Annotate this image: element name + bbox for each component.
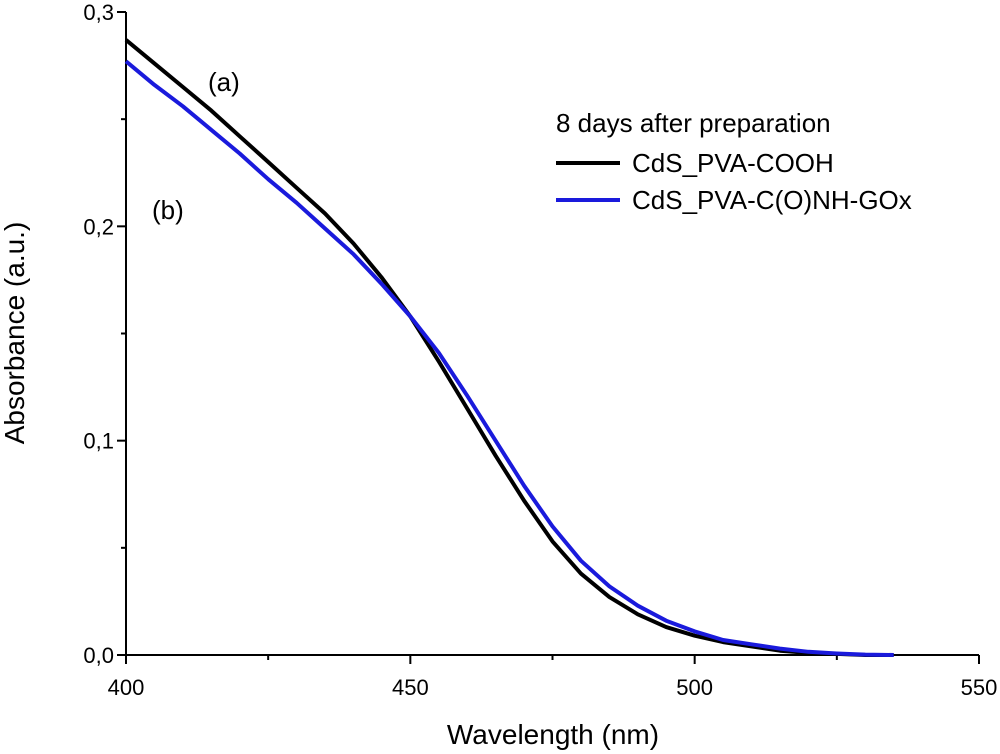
legend-title: 8 days after preparation <box>556 108 831 138</box>
y-tick-label-0: 0,0 <box>83 643 114 668</box>
y-axis-title: Absorbance (a.u.) <box>0 222 30 445</box>
series-line-0 <box>124 38 894 657</box>
series-line-1 <box>124 59 894 657</box>
legend-label-0: CdS_PVA-COOH <box>632 148 834 178</box>
x-tick-label-400: 400 <box>108 675 145 700</box>
y-tick-label-3: 0,3 <box>83 0 114 25</box>
legend-label-1: CdS_PVA-C(O)NH-GOx <box>632 185 912 215</box>
x-tick-label-450: 450 <box>392 675 429 700</box>
x-tick-label-500: 500 <box>676 675 713 700</box>
axes: 400 450 500 550 0,0 0,1 0,2 0,3 <box>83 0 997 700</box>
x-axis-title: Wavelength (nm) <box>447 719 659 750</box>
y-tick-label-2: 0,2 <box>83 214 114 239</box>
annotation-a: (a) <box>208 67 240 97</box>
series-layer <box>124 38 894 657</box>
y-tick-label-1: 0,1 <box>83 429 114 454</box>
annotation-b: (b) <box>152 195 184 225</box>
x-tick-label-550: 550 <box>961 675 998 700</box>
